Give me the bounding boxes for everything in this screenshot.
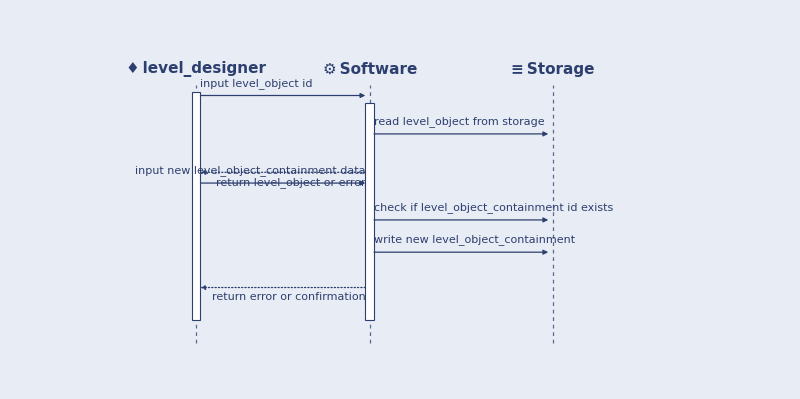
Text: ♦ level_designer: ♦ level_designer xyxy=(126,61,266,77)
Bar xyxy=(192,93,201,320)
Text: write new level_object_containment: write new level_object_containment xyxy=(374,235,575,245)
Text: input level_object id: input level_object id xyxy=(201,78,313,89)
Text: return level_object or error: return level_object or error xyxy=(216,177,366,188)
Text: return error or confirmation: return error or confirmation xyxy=(212,292,366,302)
Text: input new level_object_containment data: input new level_object_containment data xyxy=(135,166,366,176)
Text: ⚙ Software: ⚙ Software xyxy=(322,62,417,77)
Bar xyxy=(366,103,374,320)
Text: read level_object from storage: read level_object from storage xyxy=(374,116,545,127)
Text: ≡ Storage: ≡ Storage xyxy=(511,62,594,77)
Text: check if level_object_containment id exists: check if level_object_containment id exi… xyxy=(374,202,614,213)
